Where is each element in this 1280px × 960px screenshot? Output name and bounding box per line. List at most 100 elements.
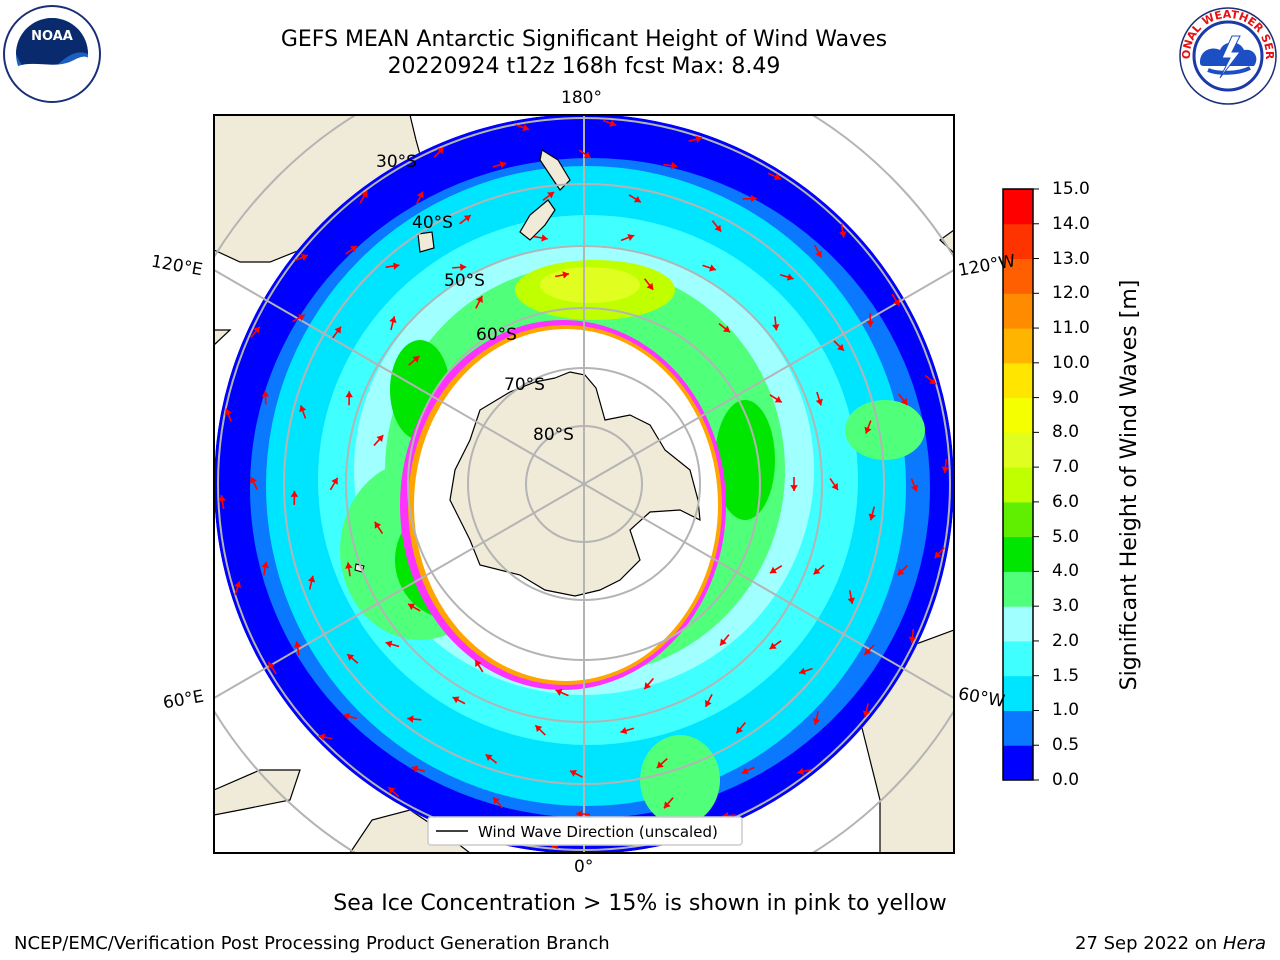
wave-arrow-head (815, 398, 823, 406)
wave-arrow-head (773, 173, 781, 181)
wave-arrow-head (864, 647, 872, 655)
footer-date: 27 Sep 2022 on Hera (1075, 933, 1266, 954)
colorbar-tick-label: 1.5 (1052, 665, 1080, 686)
lon-label-0: 0° (574, 857, 594, 877)
wave-arrow-head (908, 636, 917, 643)
wave-arrow-head (485, 754, 493, 761)
lat-label-40s: 40°S (412, 213, 453, 233)
wave-arrow-head (583, 151, 591, 158)
colorbar-segment (1003, 328, 1033, 364)
wave-arrow-head (790, 485, 798, 491)
wave-arrow-head (408, 603, 416, 611)
wave-arrow-head (224, 408, 232, 416)
new-zealand (519, 149, 571, 241)
wave-arrow-head (862, 710, 871, 718)
wave-arrow-head (307, 575, 316, 583)
colorbar-segment (1003, 606, 1033, 642)
wave-arrow-head (389, 316, 397, 323)
colorbar-segment (1003, 640, 1033, 677)
noaa-logo: NOAA (3, 5, 101, 103)
wave-arrow-head (799, 667, 806, 675)
lat-label-80s: 80°S (533, 425, 574, 445)
wave-arrow-head (646, 282, 654, 290)
wave-arrow-head (839, 231, 847, 238)
wave-arrow-head (350, 245, 358, 253)
wave-arrow-head (704, 699, 712, 707)
wave-arrow-head (663, 801, 671, 809)
wave-arrow-head (941, 466, 950, 473)
lat-label-60s: 60°S (476, 325, 517, 345)
wave-arrow-head (334, 326, 342, 334)
wave-arrow-head (627, 233, 635, 241)
colorbar-title: Significant Height of Wind Waves [m] (1117, 279, 1142, 691)
colorbar-tick-label: 4.0 (1052, 561, 1080, 582)
nws-logo: NATIONAL WEATHER SERVICE (1178, 6, 1277, 105)
wave-arrow-head (411, 765, 419, 773)
wave-arrow-head (407, 715, 414, 723)
colorbar-tick-label: 0.0 (1052, 770, 1080, 790)
wave-arrow-head (709, 264, 716, 272)
wave-arrow-head (460, 263, 467, 272)
colorbar-segment (1003, 293, 1033, 329)
noaa-logo-text: NOAA (31, 29, 73, 44)
wave-arrow-head (268, 662, 275, 670)
colorbar-segment (1003, 189, 1033, 225)
wave-arrow-head (609, 119, 617, 127)
wave-arrow-head (541, 234, 548, 242)
wave-arrow-head (476, 295, 483, 303)
wave-arrow-head (900, 398, 908, 405)
colorbar-tick-label: 15.0 (1052, 179, 1090, 199)
footer-date-text: 27 Sep 2022 on (1075, 933, 1223, 954)
colorbar-segment (1003, 397, 1033, 433)
colorbar-tick-label: 0.5 (1052, 735, 1080, 756)
wave-arrow-head (261, 390, 270, 397)
wave-arrow-head (897, 568, 905, 576)
wave-arrow-head (772, 324, 780, 331)
colorbar-segment (1003, 675, 1033, 711)
wave-arrow-head (535, 725, 543, 733)
graticule (214, 115, 954, 853)
colorbar-frame (1002, 188, 1034, 781)
colorbar-segment (1003, 432, 1033, 468)
colorbar-tick-label: 1.0 (1052, 700, 1080, 721)
antarctica (449, 371, 701, 597)
map-subtitle: 20220924 t12z 168h fcst Max: 8.49 (387, 54, 781, 79)
colorbar-segment (1003, 536, 1033, 572)
wave-arrow-head (347, 654, 355, 661)
lat-label-70s: 70°S (504, 375, 545, 395)
colorbar-tick-label: 3.0 (1052, 596, 1080, 617)
wave-arrow-head (695, 135, 703, 143)
wave-arrow-head (750, 194, 757, 203)
wave-arrow-head (318, 733, 326, 741)
colorbar-segment (1003, 362, 1033, 399)
map-frame (213, 114, 955, 854)
wave-arrow-head (416, 191, 424, 199)
wave-arrow-head (934, 551, 942, 559)
wave-arrow-head (345, 391, 353, 398)
colorbar-tick-label: 2.0 (1052, 630, 1080, 651)
wave-arrow-head (299, 405, 307, 413)
wave-arrow-head (385, 640, 393, 648)
wave-arrow-head (547, 192, 555, 199)
lat-label-30s: 30°S (376, 152, 417, 172)
colorbar-segment (1003, 467, 1033, 503)
wave-arrow-head (475, 659, 482, 667)
wave-arrow-head (656, 761, 664, 769)
wave-arrow-head (261, 561, 269, 569)
colorbar-tick-label: 9.0 (1052, 387, 1080, 408)
colorbar-segment (1003, 710, 1033, 746)
wave-arrow-head (412, 356, 420, 363)
footer-machine: Hera (1222, 933, 1266, 954)
wave-arrow-head (376, 435, 384, 443)
wave-arrow-head (452, 696, 460, 704)
wave-arrow-head (633, 195, 641, 203)
wave-arrow-head (786, 273, 794, 281)
wave-arrow-head (644, 682, 652, 690)
arrow-legend: Wind Wave Direction (unscaled) (427, 816, 743, 846)
wave-arrow-head (290, 490, 299, 497)
wave-arrow-head (300, 253, 308, 261)
wave-arrow-head (522, 124, 530, 132)
colorbar-segment (1003, 501, 1033, 538)
colorbar-segment (1003, 258, 1033, 294)
wave-arrow-head (562, 271, 569, 279)
